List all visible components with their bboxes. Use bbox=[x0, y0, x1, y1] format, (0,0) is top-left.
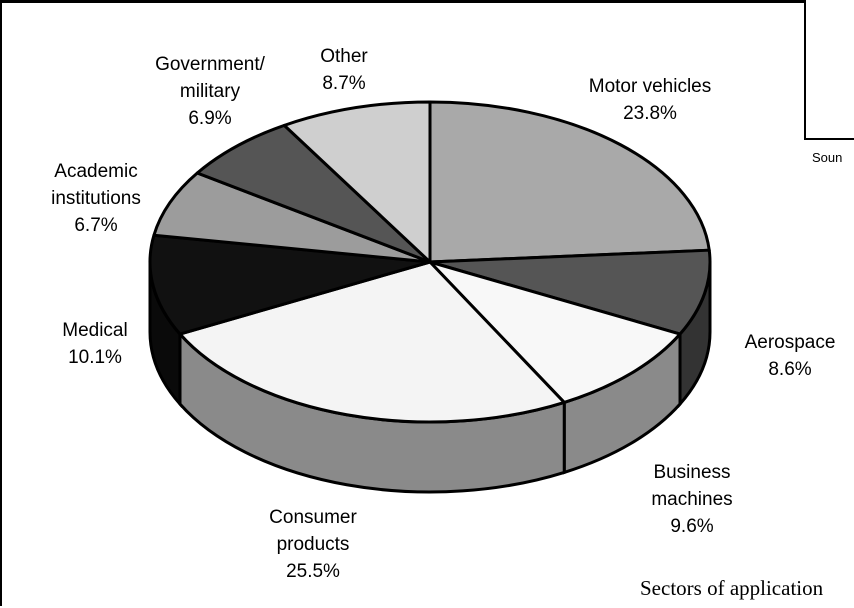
pie-slice-other bbox=[282, 100, 432, 264]
slice-label-business-machines: Business machines 9.6% bbox=[651, 462, 732, 537]
chart-frame bbox=[0, 0, 804, 606]
adjacent-figure-caption: Soun bbox=[812, 150, 843, 165]
pie-labels: Motor vehicles 23.8% Aerospace 8.6% Business… bbox=[51, 46, 835, 582]
pie-slice-medical bbox=[148, 233, 432, 336]
pie-sides bbox=[148, 261, 712, 494]
pie-slice-business-machines bbox=[428, 260, 682, 404]
chart-caption: Sectors of application bbox=[640, 576, 824, 600]
slice-label-motor-vehicles: Motor vehicles 23.8% bbox=[589, 76, 712, 124]
pie-slice-consumer-products bbox=[178, 260, 566, 424]
adjacent-figure-fragment bbox=[804, 0, 854, 140]
slice-label-medical: Medical 10.1% bbox=[62, 320, 127, 368]
pie-slice-motor-vehicles bbox=[428, 100, 711, 264]
pie-slice-academic-institutions bbox=[152, 171, 432, 264]
slice-label-academic-institutions: Academic institutions 6.7% bbox=[51, 161, 141, 236]
pie-slice-aerospace bbox=[428, 248, 712, 336]
slice-label-aerospace: Aerospace 8.6% bbox=[745, 332, 836, 380]
pie-slices bbox=[148, 100, 712, 424]
slice-label-government-military: Government/military 6.9% bbox=[155, 54, 266, 129]
slice-label-other: Other 8.7% bbox=[320, 46, 368, 94]
slice-label-consumer-products: Consumer products 25.5% bbox=[269, 507, 357, 582]
pie-slice-government-military bbox=[195, 123, 432, 264]
